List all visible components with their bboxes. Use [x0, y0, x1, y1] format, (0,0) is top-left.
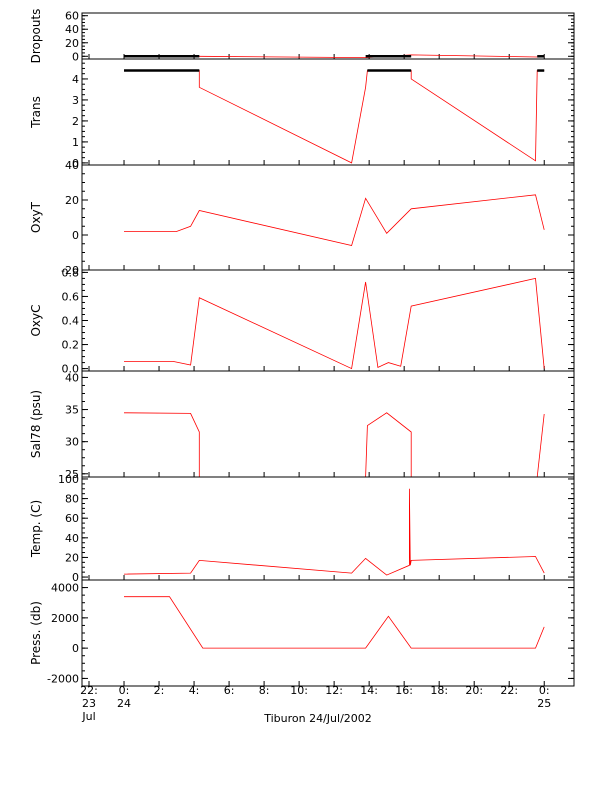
- panel-4: 0.8 0.6 0.4 0.2 0.0 OxyC: [29, 266, 575, 376]
- y-tick-label: 20: [65, 551, 79, 564]
- x-tick-label: 8:: [259, 684, 270, 697]
- y-tick-label: 40: [65, 23, 79, 36]
- x-tick-label: 24: [117, 697, 131, 710]
- x-tick-label: 0:: [539, 684, 550, 697]
- y-axis-label: Press. (db): [29, 601, 43, 665]
- y-tick-label: 0.6: [62, 290, 80, 303]
- y-tick-label: 25: [65, 468, 79, 481]
- y-tick-label: 0.0: [62, 363, 80, 376]
- y-tick-label: 80: [65, 493, 79, 506]
- panel-2: 4 3 2 1 0 Trans: [29, 58, 575, 170]
- panel-frame: [81, 12, 575, 60]
- y-axis-label: Trans: [29, 96, 43, 129]
- y-tick-label: 4: [72, 73, 79, 86]
- x-tick-label: 2:: [154, 684, 165, 697]
- x-tick-label: 25: [537, 697, 551, 710]
- series-line: [123, 488, 545, 576]
- panel-6: 100 80 60 40 20 0 Temp. (C): [29, 473, 575, 584]
- series-line: [124, 277, 545, 370]
- y-tick-label: 0.8: [62, 266, 80, 279]
- panel-frame: [81, 476, 575, 581]
- y-tick-label: 0: [72, 50, 79, 63]
- y-tick-label: 30: [65, 436, 79, 449]
- x-tick-label: 0:: [119, 684, 130, 697]
- series-line: [124, 194, 545, 246]
- x-tick-label: 4:: [189, 684, 200, 697]
- x-tick-label: 6:: [224, 684, 235, 697]
- y-tick-label: 0.4: [62, 315, 80, 328]
- y-axis-label: OxyT: [29, 201, 43, 233]
- panel-5: 40 35 30 25 Sal78 (psu): [29, 370, 575, 481]
- series-line: [124, 70, 545, 164]
- x-tick-label: 14:: [360, 684, 378, 697]
- x-tick-label: 16:: [395, 684, 413, 697]
- series-line: [123, 412, 545, 478]
- y-tick-label: 4000: [51, 582, 79, 595]
- y-tick-label: 0: [72, 642, 79, 655]
- y-tick-label: 0: [72, 157, 79, 170]
- y-tick-label: 1: [72, 136, 79, 149]
- x-tick-label: 22:: [500, 684, 518, 697]
- panel-frame: [81, 579, 575, 687]
- x-tick-label: 12:: [325, 684, 343, 697]
- y-tick-label: 20: [65, 194, 79, 207]
- y-tick-label: -2000: [47, 672, 79, 685]
- y-tick-label: 0.2: [62, 339, 80, 352]
- panel-frame: [81, 269, 575, 372]
- panel-frame: [81, 164, 575, 271]
- panel-frame: [81, 58, 575, 166]
- y-tick-label: -20: [61, 264, 79, 277]
- x-tick-label: 20:: [465, 684, 483, 697]
- y-tick-label: 100: [58, 473, 79, 486]
- y-tick-label: 35: [65, 404, 79, 417]
- y-tick-label: 60: [65, 10, 79, 23]
- panel-7: 4000 2000 0 -2000 Press. (db): [29, 579, 575, 687]
- y-tick-label: 2000: [51, 612, 79, 625]
- panel-frame: [81, 370, 575, 478]
- series-line: [124, 596, 545, 649]
- y-tick-label: 2: [72, 115, 79, 128]
- y-axis-label: OxyC: [29, 304, 43, 336]
- x-tick-label: 18:: [430, 684, 448, 697]
- y-tick-label: 40: [65, 159, 79, 172]
- panels-layer: 6040200Dropouts43210Trans40200-20OxyT0.8…: [29, 9, 575, 687]
- y-tick-label: 40: [65, 532, 79, 545]
- y-tick-label: 40: [65, 371, 79, 384]
- x-tick-label: 23: [82, 697, 96, 710]
- x-tick-label: Jul: [81, 710, 95, 723]
- y-axis-label: Temp. (C): [29, 500, 43, 558]
- x-tick-label: 10:: [290, 684, 308, 697]
- y-tick-label: 0: [72, 571, 79, 584]
- x-axis-title: Tiburon 24/Jul/2002: [263, 712, 372, 725]
- y-axis-label: Sal78 (psu): [29, 390, 43, 458]
- y-tick-label: 0: [72, 229, 79, 242]
- y-tick-label: 20: [65, 37, 79, 50]
- panel-3: 40 20 0 -20 OxyT: [29, 159, 575, 277]
- y-tick-label: 60: [65, 512, 79, 525]
- x-tick-label: 22:: [80, 684, 98, 697]
- y-tick-label: 3: [72, 94, 79, 107]
- y-axis-label: Dropouts: [29, 9, 43, 64]
